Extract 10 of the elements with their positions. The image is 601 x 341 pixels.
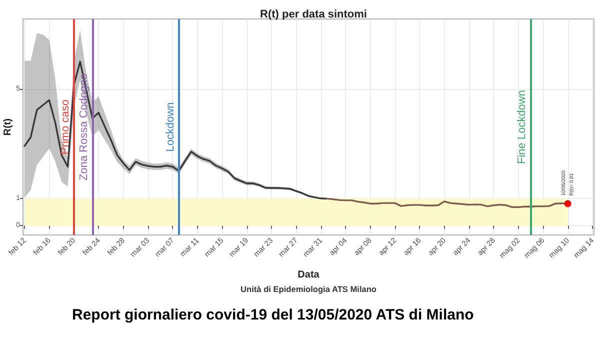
text: Unità di Epidemiologia ATS Milano xyxy=(240,284,376,294)
text: Report giornaliero covid-19 del 13/05/2020 ATS di Milano xyxy=(72,306,474,324)
y-axis-title: R(t) xyxy=(2,118,14,136)
ref-line-label: Primo caso xyxy=(59,99,72,155)
line-series xyxy=(24,60,328,200)
x-axis-title: Data xyxy=(298,270,320,280)
ref-line-label: Lockdown xyxy=(164,102,176,152)
ref-line-label: Zona Rossa Codogno xyxy=(78,73,90,181)
ref-line-label: Fine Lockdown xyxy=(516,90,528,164)
chart-title: R(t) per data sintomi xyxy=(260,8,367,20)
